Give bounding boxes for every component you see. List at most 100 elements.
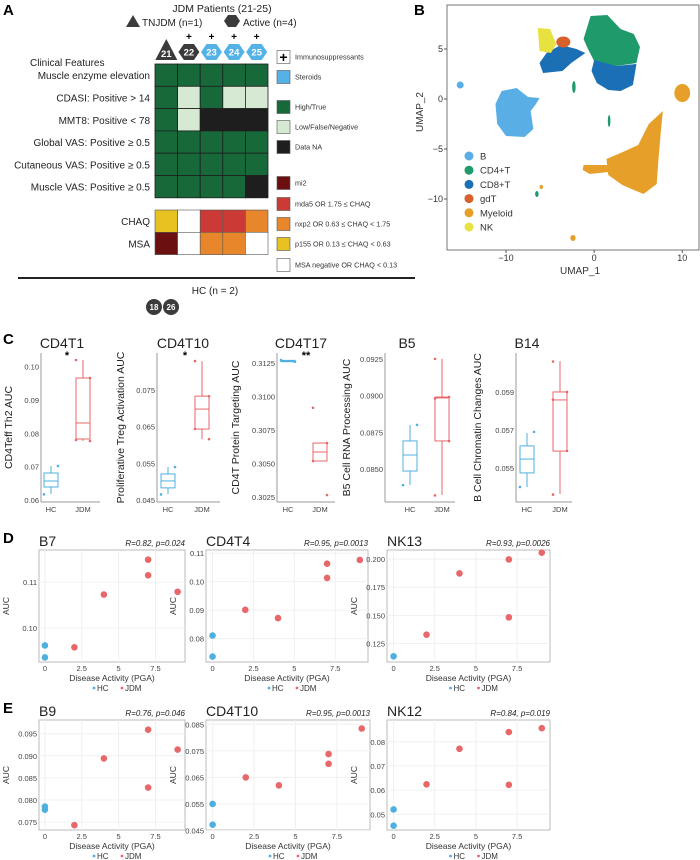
plot-frame xyxy=(38,719,186,831)
scatter-plot-e-nk12: NK12 R=0.84, p=0.019 0 2.5 5 7.5 0.05 0.06 0.07 0… xyxy=(349,703,551,860)
correlation-stat: R=0.95, p=0.0013 xyxy=(306,709,371,718)
data-point-jdm xyxy=(565,449,569,453)
data-point-jdm xyxy=(433,397,437,400)
data-point-hc xyxy=(159,493,163,496)
plot-title: CD4T10 xyxy=(157,335,209,351)
data-point-jdm xyxy=(447,395,451,399)
legend-swatch-low xyxy=(276,120,291,134)
data-point-jdm xyxy=(447,439,451,443)
legend-label: HC xyxy=(272,684,284,693)
data-point-hc xyxy=(279,358,283,362)
x-tick-label: JDM xyxy=(194,505,209,514)
heatmap-cell-nxp2 xyxy=(199,232,224,255)
data-point-hc xyxy=(390,652,397,660)
y-tick-label: 0.085 xyxy=(185,720,204,729)
y-tick-label: 0.11 xyxy=(190,549,204,558)
x-tick-label: JDM xyxy=(312,505,327,514)
y-tick-label: 0.055 xyxy=(136,459,155,468)
box-hc xyxy=(402,440,418,472)
box-plot-b5: B5 0.0850 0.0875 0.0900 0.0925 B5 Cell RNA Pr… xyxy=(341,335,455,514)
y-tick-label: 0.075 xyxy=(18,818,37,827)
data-point-jdm xyxy=(193,427,197,431)
hexagon-icon xyxy=(224,15,240,27)
patient-triangle-icon xyxy=(155,39,178,60)
section-label: Clinical Features xyxy=(30,58,104,69)
data-point-jdm xyxy=(505,728,513,736)
cluster-cd4plust xyxy=(535,191,539,197)
y-tick-label: 0.065 xyxy=(136,423,155,432)
y-tick-label: 0.175 xyxy=(366,583,385,592)
legend-label: JDM xyxy=(482,684,499,693)
legend-dot xyxy=(92,686,96,690)
legend-label: gdT xyxy=(480,194,497,205)
hc-id: 26 xyxy=(167,303,176,312)
data-point-jdm xyxy=(565,390,569,394)
box-plot-cd4t10: CD4T10* 0.045 0.055 0.065 0.075 Proliferative… xyxy=(115,335,220,514)
x-axis-label: Disease Activity (PGA) xyxy=(244,673,330,683)
row-label: CHAQ xyxy=(121,217,150,228)
data-point-jdm xyxy=(551,493,555,496)
correlation-stat: R=0.76, p=0.046 xyxy=(125,709,185,718)
x-tick-label: 0 xyxy=(43,832,47,841)
x-tick-label: 0 xyxy=(391,664,395,673)
x-axis-label: Disease Activity (PGA) xyxy=(426,841,512,851)
x-tick-label: HC xyxy=(522,505,533,514)
cluster-b xyxy=(495,88,540,137)
heatmap-cell-low xyxy=(222,85,246,110)
y-tick-label: 0.0900 xyxy=(360,392,383,401)
legend-dot xyxy=(267,686,271,690)
y-axis-label: UMAP_2 xyxy=(415,92,426,132)
x-tick-label: 0 xyxy=(391,832,395,841)
data-point-hc xyxy=(42,493,46,496)
y-axis-label: AUC xyxy=(168,597,178,615)
data-point-hc xyxy=(41,654,49,661)
significance-marker: * xyxy=(183,350,188,362)
heatmap-cell-none xyxy=(177,232,201,255)
x-tick-label: 0 xyxy=(592,253,597,263)
legend-label: HC xyxy=(454,684,466,693)
data-point-hc xyxy=(209,800,216,808)
y-tick-label: 0.09 xyxy=(189,606,204,615)
heatmap-cell-nxp2 xyxy=(222,232,246,255)
plot-title: B7 xyxy=(39,533,56,549)
y-tick-label: 0.10 xyxy=(22,624,37,633)
legend-label: HC xyxy=(454,852,466,860)
data-point-jdm xyxy=(193,359,197,363)
box-jdm xyxy=(434,396,450,442)
y-tick-label: 0.200 xyxy=(366,555,385,564)
legend-label: nxp2 OR 0.63 ≤ CHAQ < 1.75 xyxy=(295,220,390,229)
hc-label: HC (n = 2) xyxy=(192,286,238,297)
heatmap-cell-high xyxy=(222,130,246,154)
plot-title: CD4T10 xyxy=(206,703,258,719)
heatmap-cell-low xyxy=(177,108,201,132)
legend-dot xyxy=(120,686,124,690)
x-tick-label: 5 xyxy=(117,832,121,841)
data-point-jdm xyxy=(456,745,463,753)
y-tick-label: 0.11 xyxy=(23,578,37,587)
data-point-jdm xyxy=(423,781,430,788)
legend-label: High/True xyxy=(295,103,326,112)
y-tick-label: 0.3025 xyxy=(252,493,275,502)
x-tick-label: 5 xyxy=(293,832,297,841)
box-plot-cd4t17: CD4T17** 0.3025 0.3050 0.3075 0.3100 0.3125 CD… xyxy=(230,335,335,514)
data-point-jdm xyxy=(538,549,546,556)
data-point-jdm xyxy=(311,406,315,410)
plot-frame xyxy=(205,719,371,831)
legend-label: Steroids xyxy=(295,73,322,82)
plot-title: B5 xyxy=(398,335,415,351)
legend-label: JDM xyxy=(125,684,142,693)
plot-title: B14 xyxy=(515,335,540,351)
legend-label: CD8+T xyxy=(480,180,511,191)
data-point-jdm xyxy=(100,591,108,598)
panel-label-c: C xyxy=(3,331,14,348)
data-point-jdm xyxy=(538,724,546,732)
y-tick-label: 0.045 xyxy=(185,827,204,836)
data-point-jdm xyxy=(433,357,437,361)
y-axis-label: Proliferative Treg Activation AUC xyxy=(115,351,127,503)
heatmap-cell-mda5 xyxy=(199,209,224,233)
heatmap-cell-low xyxy=(244,85,269,110)
legend-label: CD4+T xyxy=(480,166,511,177)
box-hc xyxy=(43,472,59,488)
y-axis-label: CD4T Protein Targeting AUC xyxy=(230,360,242,494)
box-jdm xyxy=(194,395,210,430)
